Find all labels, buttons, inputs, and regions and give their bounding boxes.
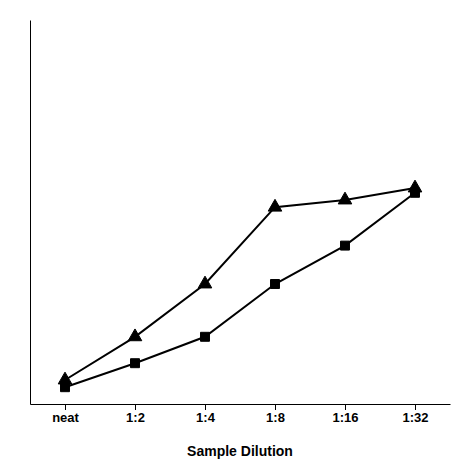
x-tick-label: 1:4	[196, 410, 216, 425]
x-axis-line	[31, 404, 451, 405]
x-tick-mark	[415, 404, 416, 410]
x-tick: 1:8	[266, 404, 285, 425]
x-tick-mark	[135, 404, 136, 410]
series-line	[65, 193, 415, 387]
chart: neat 1:2 1:4 1:8 1:16 1:32 Sample Dilution	[0, 0, 474, 474]
series-marker	[338, 192, 352, 204]
y-axis	[30, 21, 31, 405]
x-tick-mark	[205, 404, 206, 410]
series	[61, 188, 420, 391]
x-tick: neat	[52, 404, 79, 425]
x-tick: 1:16	[332, 404, 358, 425]
series-marker	[201, 332, 210, 341]
series-marker	[128, 329, 142, 341]
x-tick-mark	[65, 404, 66, 410]
y-axis-line	[30, 21, 31, 405]
series-marker	[61, 383, 70, 392]
series-marker	[268, 199, 282, 211]
x-tick-label: 1:16	[332, 410, 358, 425]
series-marker	[411, 188, 420, 197]
x-tick: 1:32	[402, 404, 428, 425]
series-marker	[341, 241, 350, 250]
x-axis: neat 1:2 1:4 1:8 1:16 1:32	[31, 404, 451, 425]
series-marker	[58, 372, 72, 384]
x-tick-mark	[275, 404, 276, 410]
marks	[58, 180, 422, 392]
plot: neat 1:2 1:4 1:8 1:16 1:32	[31, 21, 451, 426]
series-marker	[131, 359, 140, 368]
series	[58, 180, 422, 384]
x-tick-label: 1:2	[126, 410, 145, 425]
x-tick-mark	[345, 404, 346, 410]
x-tick-label: 1:8	[266, 410, 285, 425]
x-tick: 1:4	[196, 404, 216, 425]
x-tick: 1:2	[126, 404, 145, 425]
series-marker	[271, 280, 280, 289]
series-marker	[198, 276, 212, 288]
x-tick-label: 1:32	[402, 410, 428, 425]
x-tick-label: neat	[52, 410, 79, 425]
series-line	[65, 188, 415, 380]
x-axis-title: Sample Dilution	[187, 443, 293, 459]
